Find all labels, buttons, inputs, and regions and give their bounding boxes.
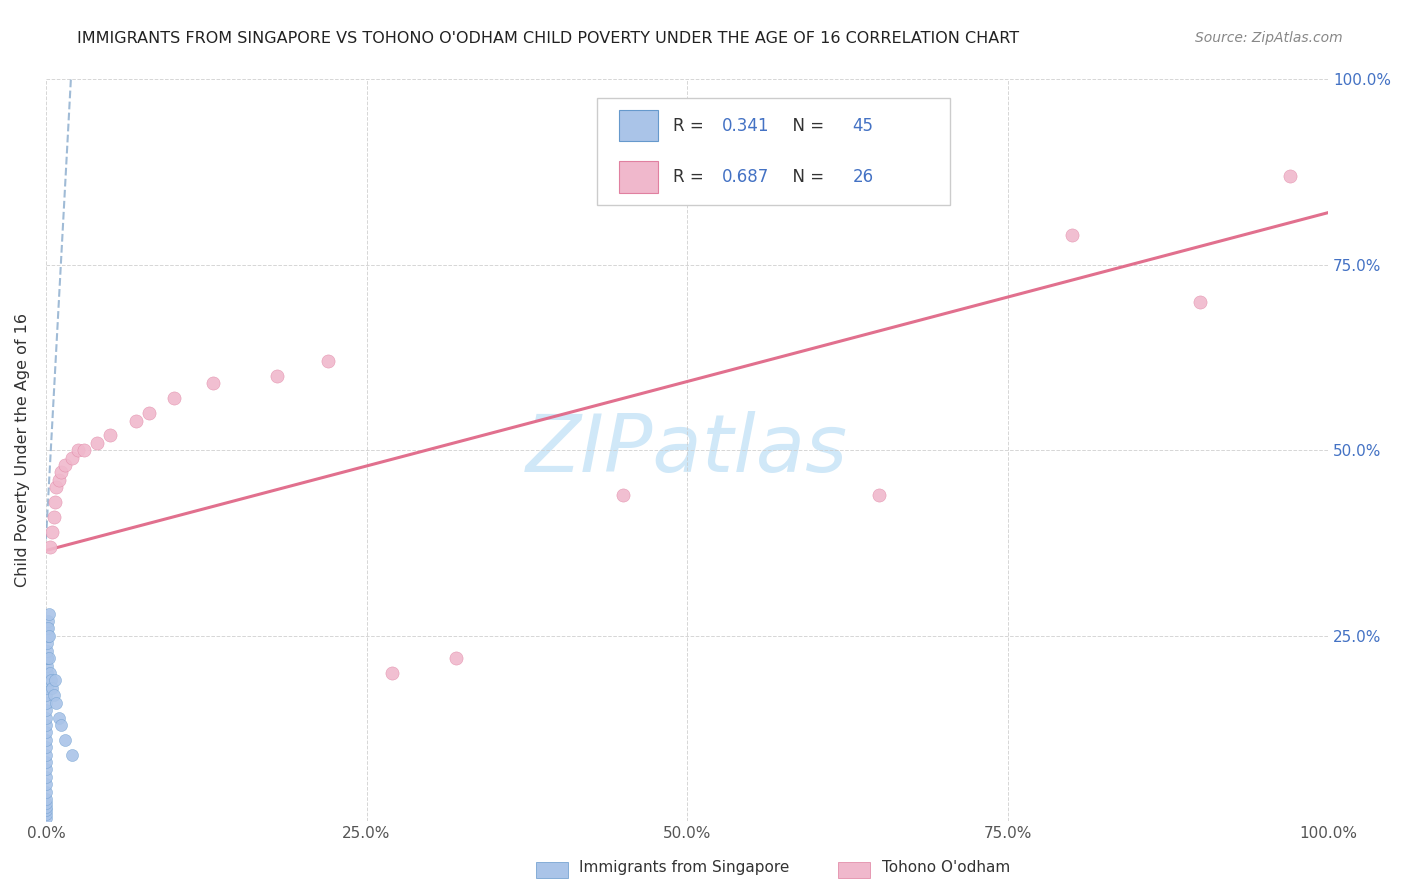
Point (98, 428, 121, 442)
Point (42, 688, 65, 702)
Text: 45: 45 (852, 117, 873, 135)
Point (35, 665, 58, 680)
Point (35, 651, 58, 665)
Point (35, 696, 58, 710)
Point (35, 688, 58, 702)
Point (48, 473, 70, 487)
Point (44, 495, 66, 509)
Y-axis label: Child Poverty Under the Age of 16: Child Poverty Under the Age of 16 (15, 313, 30, 587)
Point (1060, 227, 1083, 242)
Point (35, 770, 58, 784)
Point (446, 651, 468, 665)
Point (316, 354, 339, 368)
Point (35, 703, 58, 717)
Point (35, 755, 58, 769)
Point (38, 651, 60, 665)
Point (37, 622, 59, 636)
Text: N =: N = (782, 117, 830, 135)
Point (44, 673, 66, 688)
Point (37, 622, 59, 636)
Point (163, 391, 186, 405)
Text: Source: ZipAtlas.com: Source: ZipAtlas.com (1195, 31, 1343, 45)
Point (35, 658, 58, 673)
Point (35, 725, 58, 739)
Point (66, 443, 89, 458)
Point (60, 450, 83, 465)
FancyBboxPatch shape (619, 161, 658, 193)
Point (37, 629, 59, 643)
Point (39, 673, 62, 688)
Point (37, 614, 59, 628)
Point (38, 540, 60, 554)
Text: 0.687: 0.687 (721, 168, 769, 186)
Point (60, 747, 83, 762)
Point (35, 718, 58, 732)
Point (35, 785, 58, 799)
Point (201, 376, 224, 391)
Point (37, 636, 59, 650)
Point (35, 811, 58, 825)
Point (125, 413, 148, 427)
Point (53, 732, 76, 747)
Point (51, 466, 73, 480)
Text: 0.341: 0.341 (721, 117, 769, 135)
Point (35, 796, 58, 810)
Text: IMMIGRANTS FROM SINGAPORE VS TOHONO O'ODHAM CHILD POVERTY UNDER THE AGE OF 16 CO: IMMIGRANTS FROM SINGAPORE VS TOHONO O'OD… (77, 31, 1019, 46)
Text: ZIPatlas: ZIPatlas (526, 411, 848, 489)
Point (42, 510, 65, 524)
Text: Immigrants from Singapore: Immigrants from Singapore (579, 861, 790, 875)
Point (41, 524, 63, 539)
Point (612, 488, 634, 502)
FancyBboxPatch shape (619, 111, 658, 141)
Point (38, 607, 60, 621)
Text: R =: R = (673, 117, 709, 135)
Point (35, 651, 58, 665)
Bar (536, 862, 568, 878)
Point (35, 763, 58, 777)
Point (381, 665, 404, 680)
Point (266, 368, 288, 383)
Point (35, 681, 58, 695)
Point (35, 732, 58, 747)
Point (1278, 169, 1301, 183)
Point (53, 458, 76, 472)
Point (35, 673, 58, 688)
Point (35, 807, 58, 822)
Point (35, 740, 58, 755)
Bar (838, 862, 870, 878)
Text: N =: N = (782, 168, 830, 186)
Point (45, 696, 67, 710)
Point (48, 710, 70, 724)
Point (73, 443, 96, 458)
Text: Tohono O'odham: Tohono O'odham (882, 861, 1010, 875)
Point (35, 710, 58, 724)
Point (1188, 294, 1211, 309)
Text: 26: 26 (852, 168, 873, 186)
Point (41, 681, 63, 695)
Point (868, 488, 890, 502)
Point (45, 480, 67, 494)
Point (138, 406, 160, 420)
Point (35, 792, 58, 806)
Point (35, 803, 58, 817)
Point (38, 665, 60, 680)
Point (38, 629, 60, 643)
Point (35, 799, 58, 814)
Point (35, 643, 58, 657)
Point (35, 747, 58, 762)
FancyBboxPatch shape (598, 97, 950, 205)
Point (86, 435, 108, 450)
Point (51, 718, 73, 732)
Point (35, 777, 58, 791)
Text: R =: R = (673, 168, 709, 186)
